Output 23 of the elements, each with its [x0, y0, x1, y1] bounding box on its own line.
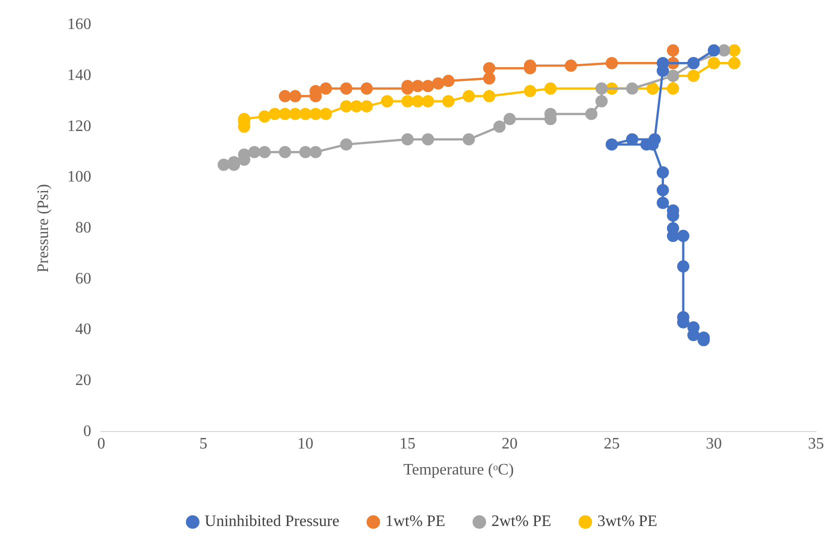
y-tick-label: 140: [67, 67, 92, 84]
legend-label: 2wt% PE: [491, 513, 552, 530]
y-tick-label: 60: [75, 270, 92, 288]
legend-label: 1wt% PE: [385, 513, 446, 530]
y-tick-label: 160: [67, 16, 92, 34]
x-tick-label: 0: [97, 435, 106, 452]
y-tick-label: 120: [67, 118, 92, 135]
y-tick-label: 40: [75, 321, 92, 338]
x-tick-label: 10: [297, 435, 314, 452]
x-tick-label: 5: [199, 435, 208, 452]
y-tick-label: 20: [75, 372, 92, 389]
y-tick-label: 0: [83, 422, 92, 440]
x-tick-label: 25: [604, 435, 620, 452]
x-tick-label: 30: [706, 435, 722, 452]
x-tick-label: 20: [502, 435, 518, 452]
legend-label: Uninhibited Pressure: [204, 513, 340, 530]
y-axis-title: Pressure (Psi): [34, 184, 52, 273]
legend-label: 3wt% PE: [597, 513, 658, 530]
y-tick-label: 100: [67, 168, 92, 186]
x-tick-label: 35: [808, 435, 824, 452]
x-axis-title: Temperature (ᵒC): [403, 462, 514, 479]
y-tick-label: 80: [75, 220, 92, 237]
x-tick-label: 15: [400, 435, 416, 452]
